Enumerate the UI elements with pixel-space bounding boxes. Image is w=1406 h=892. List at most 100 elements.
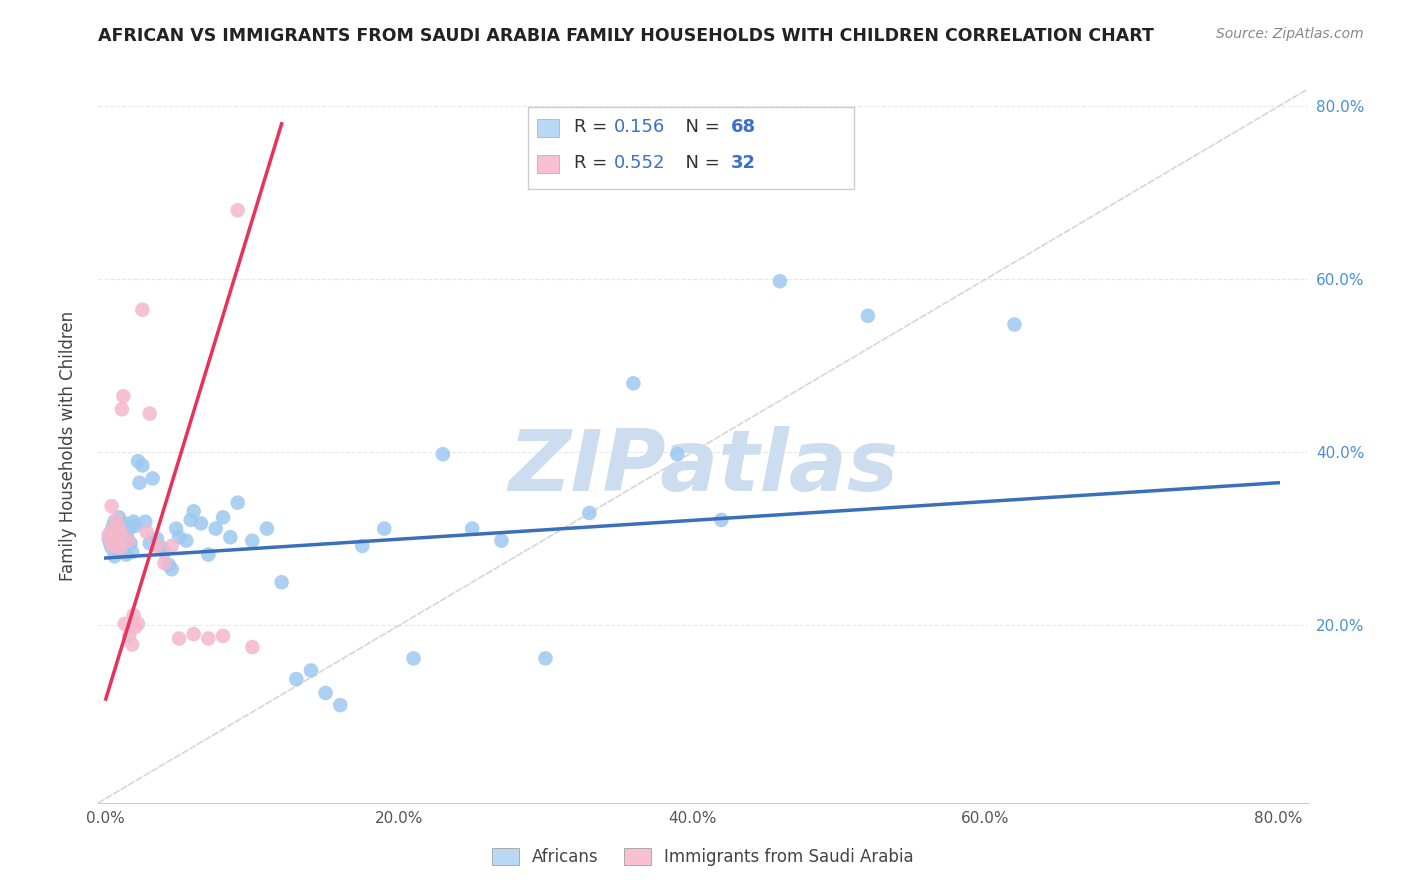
Point bbox=[402, 651, 425, 665]
Point bbox=[461, 522, 484, 536]
Point bbox=[256, 522, 278, 536]
Point bbox=[432, 447, 454, 461]
Point bbox=[190, 516, 212, 531]
Point bbox=[204, 522, 226, 536]
Point bbox=[101, 522, 124, 536]
Point bbox=[112, 389, 135, 403]
Point bbox=[1004, 318, 1026, 332]
Point bbox=[769, 274, 792, 288]
Point bbox=[115, 548, 138, 562]
Point bbox=[146, 532, 169, 546]
Point bbox=[121, 638, 143, 652]
Point bbox=[101, 539, 124, 553]
Point bbox=[128, 475, 150, 490]
Point bbox=[165, 522, 187, 536]
Point bbox=[183, 627, 205, 641]
Point bbox=[329, 698, 352, 712]
Point bbox=[219, 530, 242, 544]
Text: 0.552: 0.552 bbox=[613, 153, 665, 171]
Point bbox=[131, 458, 153, 473]
Point bbox=[110, 541, 132, 555]
Point bbox=[103, 515, 125, 529]
Point bbox=[117, 532, 139, 546]
Point bbox=[107, 541, 129, 555]
Point bbox=[131, 302, 153, 317]
Point bbox=[856, 309, 879, 323]
Point bbox=[240, 640, 263, 654]
Point bbox=[352, 539, 374, 553]
Point bbox=[212, 629, 235, 643]
Point bbox=[122, 515, 145, 529]
Point bbox=[226, 203, 249, 218]
Point bbox=[270, 575, 292, 590]
Point bbox=[176, 533, 198, 548]
Point bbox=[315, 686, 337, 700]
Point bbox=[108, 522, 131, 536]
Point bbox=[153, 545, 176, 559]
Text: Source: ZipAtlas.com: Source: ZipAtlas.com bbox=[1216, 27, 1364, 41]
Text: 0.156: 0.156 bbox=[613, 118, 665, 136]
Point bbox=[226, 496, 249, 510]
Text: N =: N = bbox=[673, 118, 725, 136]
Point bbox=[183, 504, 205, 518]
Point bbox=[373, 522, 395, 536]
Legend: Africans, Immigrants from Saudi Arabia: Africans, Immigrants from Saudi Arabia bbox=[484, 840, 922, 875]
Point bbox=[107, 533, 129, 548]
Point bbox=[135, 524, 157, 539]
Point bbox=[142, 471, 165, 485]
Point bbox=[138, 536, 160, 550]
Point bbox=[197, 632, 219, 646]
Point bbox=[578, 506, 600, 520]
Point bbox=[138, 407, 160, 421]
Text: ZIPatlas: ZIPatlas bbox=[508, 425, 898, 509]
Point bbox=[124, 620, 146, 634]
Point bbox=[114, 516, 136, 531]
Point bbox=[103, 530, 125, 544]
Point bbox=[127, 454, 149, 468]
Point bbox=[105, 513, 128, 527]
Point bbox=[146, 539, 169, 553]
Point bbox=[108, 510, 131, 524]
Point bbox=[107, 532, 129, 546]
FancyBboxPatch shape bbox=[537, 154, 560, 173]
Point bbox=[101, 519, 124, 533]
FancyBboxPatch shape bbox=[537, 119, 560, 137]
Point bbox=[118, 629, 141, 643]
Point bbox=[153, 556, 176, 570]
Text: 32: 32 bbox=[731, 153, 756, 171]
Point bbox=[98, 533, 121, 548]
Point bbox=[491, 533, 513, 548]
Point bbox=[127, 616, 149, 631]
Point bbox=[101, 527, 124, 541]
Point bbox=[150, 541, 173, 555]
Text: AFRICAN VS IMMIGRANTS FROM SAUDI ARABIA FAMILY HOUSEHOLDS WITH CHILDREN CORRELAT: AFRICAN VS IMMIGRANTS FROM SAUDI ARABIA … bbox=[98, 27, 1154, 45]
Point bbox=[100, 541, 122, 555]
Point bbox=[117, 533, 139, 548]
Point bbox=[157, 558, 180, 572]
Point bbox=[121, 545, 143, 559]
Point bbox=[124, 519, 146, 533]
Y-axis label: Family Households with Children: Family Households with Children bbox=[59, 311, 77, 581]
Point bbox=[111, 527, 134, 541]
Point bbox=[212, 510, 235, 524]
Point bbox=[167, 530, 190, 544]
Point bbox=[180, 513, 202, 527]
Point bbox=[120, 536, 142, 550]
Point bbox=[160, 562, 183, 576]
Point bbox=[621, 376, 644, 391]
Point bbox=[710, 513, 733, 527]
Point bbox=[105, 536, 128, 550]
Point bbox=[118, 522, 141, 536]
Point bbox=[98, 536, 121, 550]
Point bbox=[110, 524, 132, 538]
Text: R =: R = bbox=[574, 153, 613, 171]
Text: 68: 68 bbox=[731, 118, 756, 136]
Point bbox=[534, 651, 557, 665]
Point bbox=[111, 402, 134, 417]
Point bbox=[285, 672, 308, 686]
Point bbox=[97, 532, 120, 546]
Point bbox=[299, 664, 322, 678]
Point bbox=[114, 616, 136, 631]
Point bbox=[160, 539, 183, 553]
FancyBboxPatch shape bbox=[527, 107, 855, 189]
